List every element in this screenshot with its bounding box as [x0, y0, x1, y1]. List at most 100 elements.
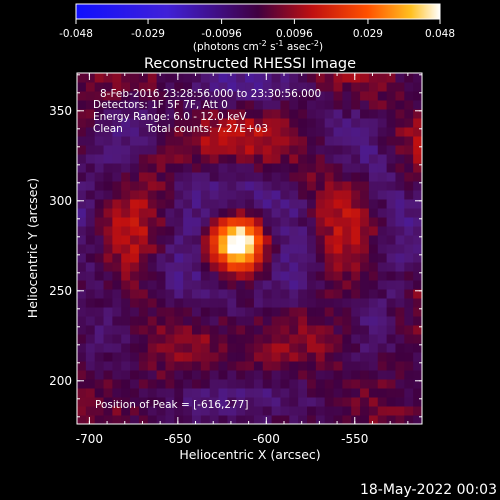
heatmap-cell — [130, 298, 140, 308]
heatmap-cell — [395, 406, 405, 416]
heatmap-cell — [289, 343, 299, 353]
heatmap-cell — [298, 253, 308, 263]
heatmap-cell — [315, 406, 326, 416]
heatmap-cell — [333, 82, 343, 92]
heatmap-cell — [236, 217, 246, 227]
heatmap-cell — [183, 343, 193, 353]
heatmap-cell — [218, 316, 228, 326]
heatmap-cell — [351, 73, 361, 83]
heatmap-cell — [121, 388, 131, 398]
heatmap-cell — [333, 406, 343, 416]
heatmap-cell — [280, 325, 290, 335]
heatmap-cell — [271, 388, 281, 398]
heatmap-cell — [103, 244, 113, 254]
heatmap-cell — [351, 370, 361, 380]
heatmap-cell — [85, 406, 96, 416]
colorbar-tick-label: 0.048 — [425, 28, 455, 40]
heatmap-cell — [315, 271, 326, 281]
heatmap-cell — [85, 298, 96, 308]
heatmap-cell — [280, 271, 290, 281]
heatmap-cell — [227, 100, 237, 110]
heatmap-cell — [324, 379, 335, 389]
heatmap-cell — [307, 199, 317, 209]
heatmap-cell — [192, 199, 202, 209]
heatmap-cell — [404, 181, 414, 191]
heatmap-cell — [130, 199, 140, 209]
heatmap-cell — [112, 199, 122, 209]
heatmap-cell — [130, 109, 140, 119]
heatmap-cell — [386, 244, 396, 254]
heatmap-cell — [333, 379, 343, 389]
heatmap-cell — [245, 253, 255, 263]
heatmap-cell — [351, 190, 361, 200]
heatmap-cell — [262, 235, 273, 245]
heatmap-cell — [395, 172, 405, 182]
heatmap-cell — [121, 253, 131, 263]
heatmap-cell — [289, 262, 299, 272]
heatmap-cell — [413, 91, 422, 101]
heatmap-cell — [360, 154, 370, 164]
heatmap-cell — [94, 109, 105, 119]
heatmap-cell — [94, 172, 105, 182]
heatmap-cell — [253, 415, 264, 424]
heatmap-cell — [253, 298, 264, 308]
heatmap-cell — [253, 334, 264, 344]
heatmap-cell — [147, 199, 158, 209]
heatmap-cell — [315, 181, 326, 191]
heatmap-cell — [351, 163, 361, 173]
heatmap-cell — [360, 172, 370, 182]
heatmap-cell — [298, 271, 308, 281]
heatmap-cell — [333, 163, 343, 173]
heatmap-cell — [404, 415, 414, 424]
heatmap-cell — [307, 262, 317, 272]
heatmap-cell — [271, 208, 281, 218]
heatmap-cell — [103, 154, 113, 164]
heatmap-cell — [156, 154, 166, 164]
heatmap-cell — [183, 307, 193, 317]
heatmap-cell — [156, 271, 166, 281]
heatmap-cell — [271, 127, 281, 137]
heatmap-cell — [200, 217, 211, 227]
heatmap-cell — [121, 271, 131, 281]
heatmap-cell — [103, 298, 113, 308]
heatmap-cell — [183, 415, 193, 424]
heatmap-cell — [360, 316, 370, 326]
heatmap-cell — [209, 136, 220, 146]
heatmap-cell — [77, 307, 87, 317]
heatmap-cell — [218, 415, 228, 424]
heatmap-cell — [395, 397, 405, 407]
heatmap-cell — [404, 217, 414, 227]
heatmap-cell — [209, 262, 220, 272]
heatmap-cell — [289, 190, 299, 200]
heatmap-cell — [386, 271, 396, 281]
heatmap-cell — [103, 316, 113, 326]
heatmap-cell — [386, 298, 396, 308]
heatmap-cell — [289, 379, 299, 389]
heatmap-cell — [315, 388, 326, 398]
heatmap-cell — [280, 82, 290, 92]
heatmap-cell — [351, 181, 361, 191]
heatmap-cell — [183, 109, 193, 119]
heatmap-cell — [377, 172, 388, 182]
heatmap-cell — [377, 154, 388, 164]
heatmap-cell — [165, 352, 175, 362]
heatmap-cell — [103, 91, 113, 101]
heatmap-cell — [280, 145, 290, 155]
heatmap-cell — [333, 91, 343, 101]
heatmap-cell — [262, 91, 273, 101]
heatmap-cell — [315, 361, 326, 371]
heatmap-cell — [218, 181, 228, 191]
heatmap-cell — [218, 217, 228, 227]
heatmap-cell — [174, 244, 184, 254]
heatmap-cell — [236, 415, 246, 424]
heatmap-cell — [103, 73, 113, 83]
heatmap-cell — [333, 289, 343, 299]
heatmap-cell — [280, 397, 290, 407]
heatmap-cell — [77, 352, 87, 362]
heatmap-cell — [280, 136, 290, 146]
heatmap-cell — [165, 100, 175, 110]
heatmap-cell — [138, 235, 149, 245]
heatmap-cell — [404, 154, 414, 164]
heatmap-cell — [130, 190, 140, 200]
heatmap-cell — [324, 271, 335, 281]
